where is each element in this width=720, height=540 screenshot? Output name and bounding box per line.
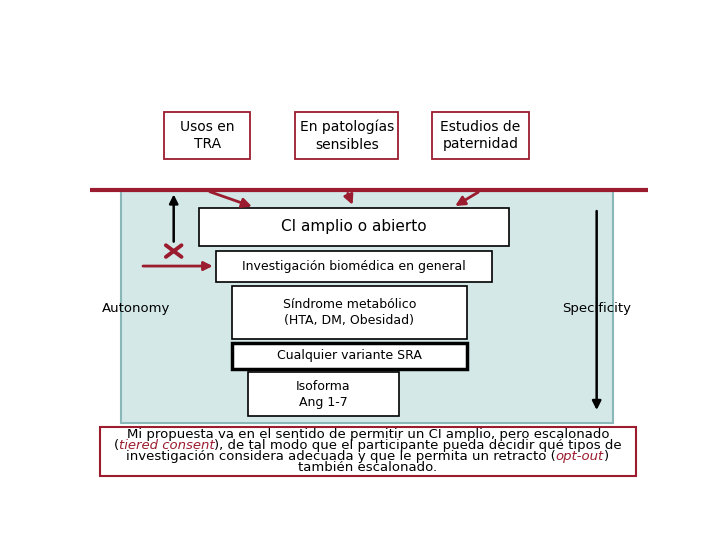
Text: tiered consent: tiered consent bbox=[119, 439, 215, 452]
FancyBboxPatch shape bbox=[121, 191, 613, 423]
Text: opt-out: opt-out bbox=[555, 450, 603, 463]
Text: Estudios de
paternidad: Estudios de paternidad bbox=[441, 119, 521, 151]
FancyBboxPatch shape bbox=[248, 373, 399, 416]
Text: (: ( bbox=[114, 439, 120, 452]
Text: Síndrome metabólico
(HTA, DM, Obesidad): Síndrome metabólico (HTA, DM, Obesidad) bbox=[283, 298, 416, 327]
Text: también escalonado.: también escalonado. bbox=[298, 461, 438, 474]
Text: Autonomy: Autonomy bbox=[102, 301, 170, 314]
FancyBboxPatch shape bbox=[215, 251, 492, 282]
FancyBboxPatch shape bbox=[233, 342, 467, 369]
FancyBboxPatch shape bbox=[100, 427, 636, 476]
Text: Isoforma
Ang 1-7: Isoforma Ang 1-7 bbox=[296, 380, 351, 409]
Text: Specificity: Specificity bbox=[562, 301, 631, 314]
FancyBboxPatch shape bbox=[295, 112, 398, 159]
FancyBboxPatch shape bbox=[164, 112, 251, 159]
Text: ): ) bbox=[604, 450, 609, 463]
Text: Mi propuesta va en el sentido de permitir un CI amplio, pero escalonado: Mi propuesta va en el sentido de permiti… bbox=[127, 428, 609, 441]
FancyBboxPatch shape bbox=[432, 112, 529, 159]
Text: En patologías
sensibles: En patologías sensibles bbox=[300, 119, 394, 152]
Text: ), de tal modo que el participante pueda decidir qué tipos de: ), de tal modo que el participante pueda… bbox=[215, 439, 622, 452]
Text: investigación considera adecuada y que le permita un retracto (: investigación considera adecuada y que l… bbox=[126, 450, 556, 463]
Text: Cualquier variante SRA: Cualquier variante SRA bbox=[277, 349, 422, 362]
Text: Usos en
TRA: Usos en TRA bbox=[180, 119, 235, 151]
Text: CI amplio o abierto: CI amplio o abierto bbox=[281, 219, 426, 234]
FancyBboxPatch shape bbox=[233, 286, 467, 339]
FancyBboxPatch shape bbox=[199, 208, 508, 246]
Text: Investigación biomédica en general: Investigación biomédica en general bbox=[242, 260, 466, 273]
